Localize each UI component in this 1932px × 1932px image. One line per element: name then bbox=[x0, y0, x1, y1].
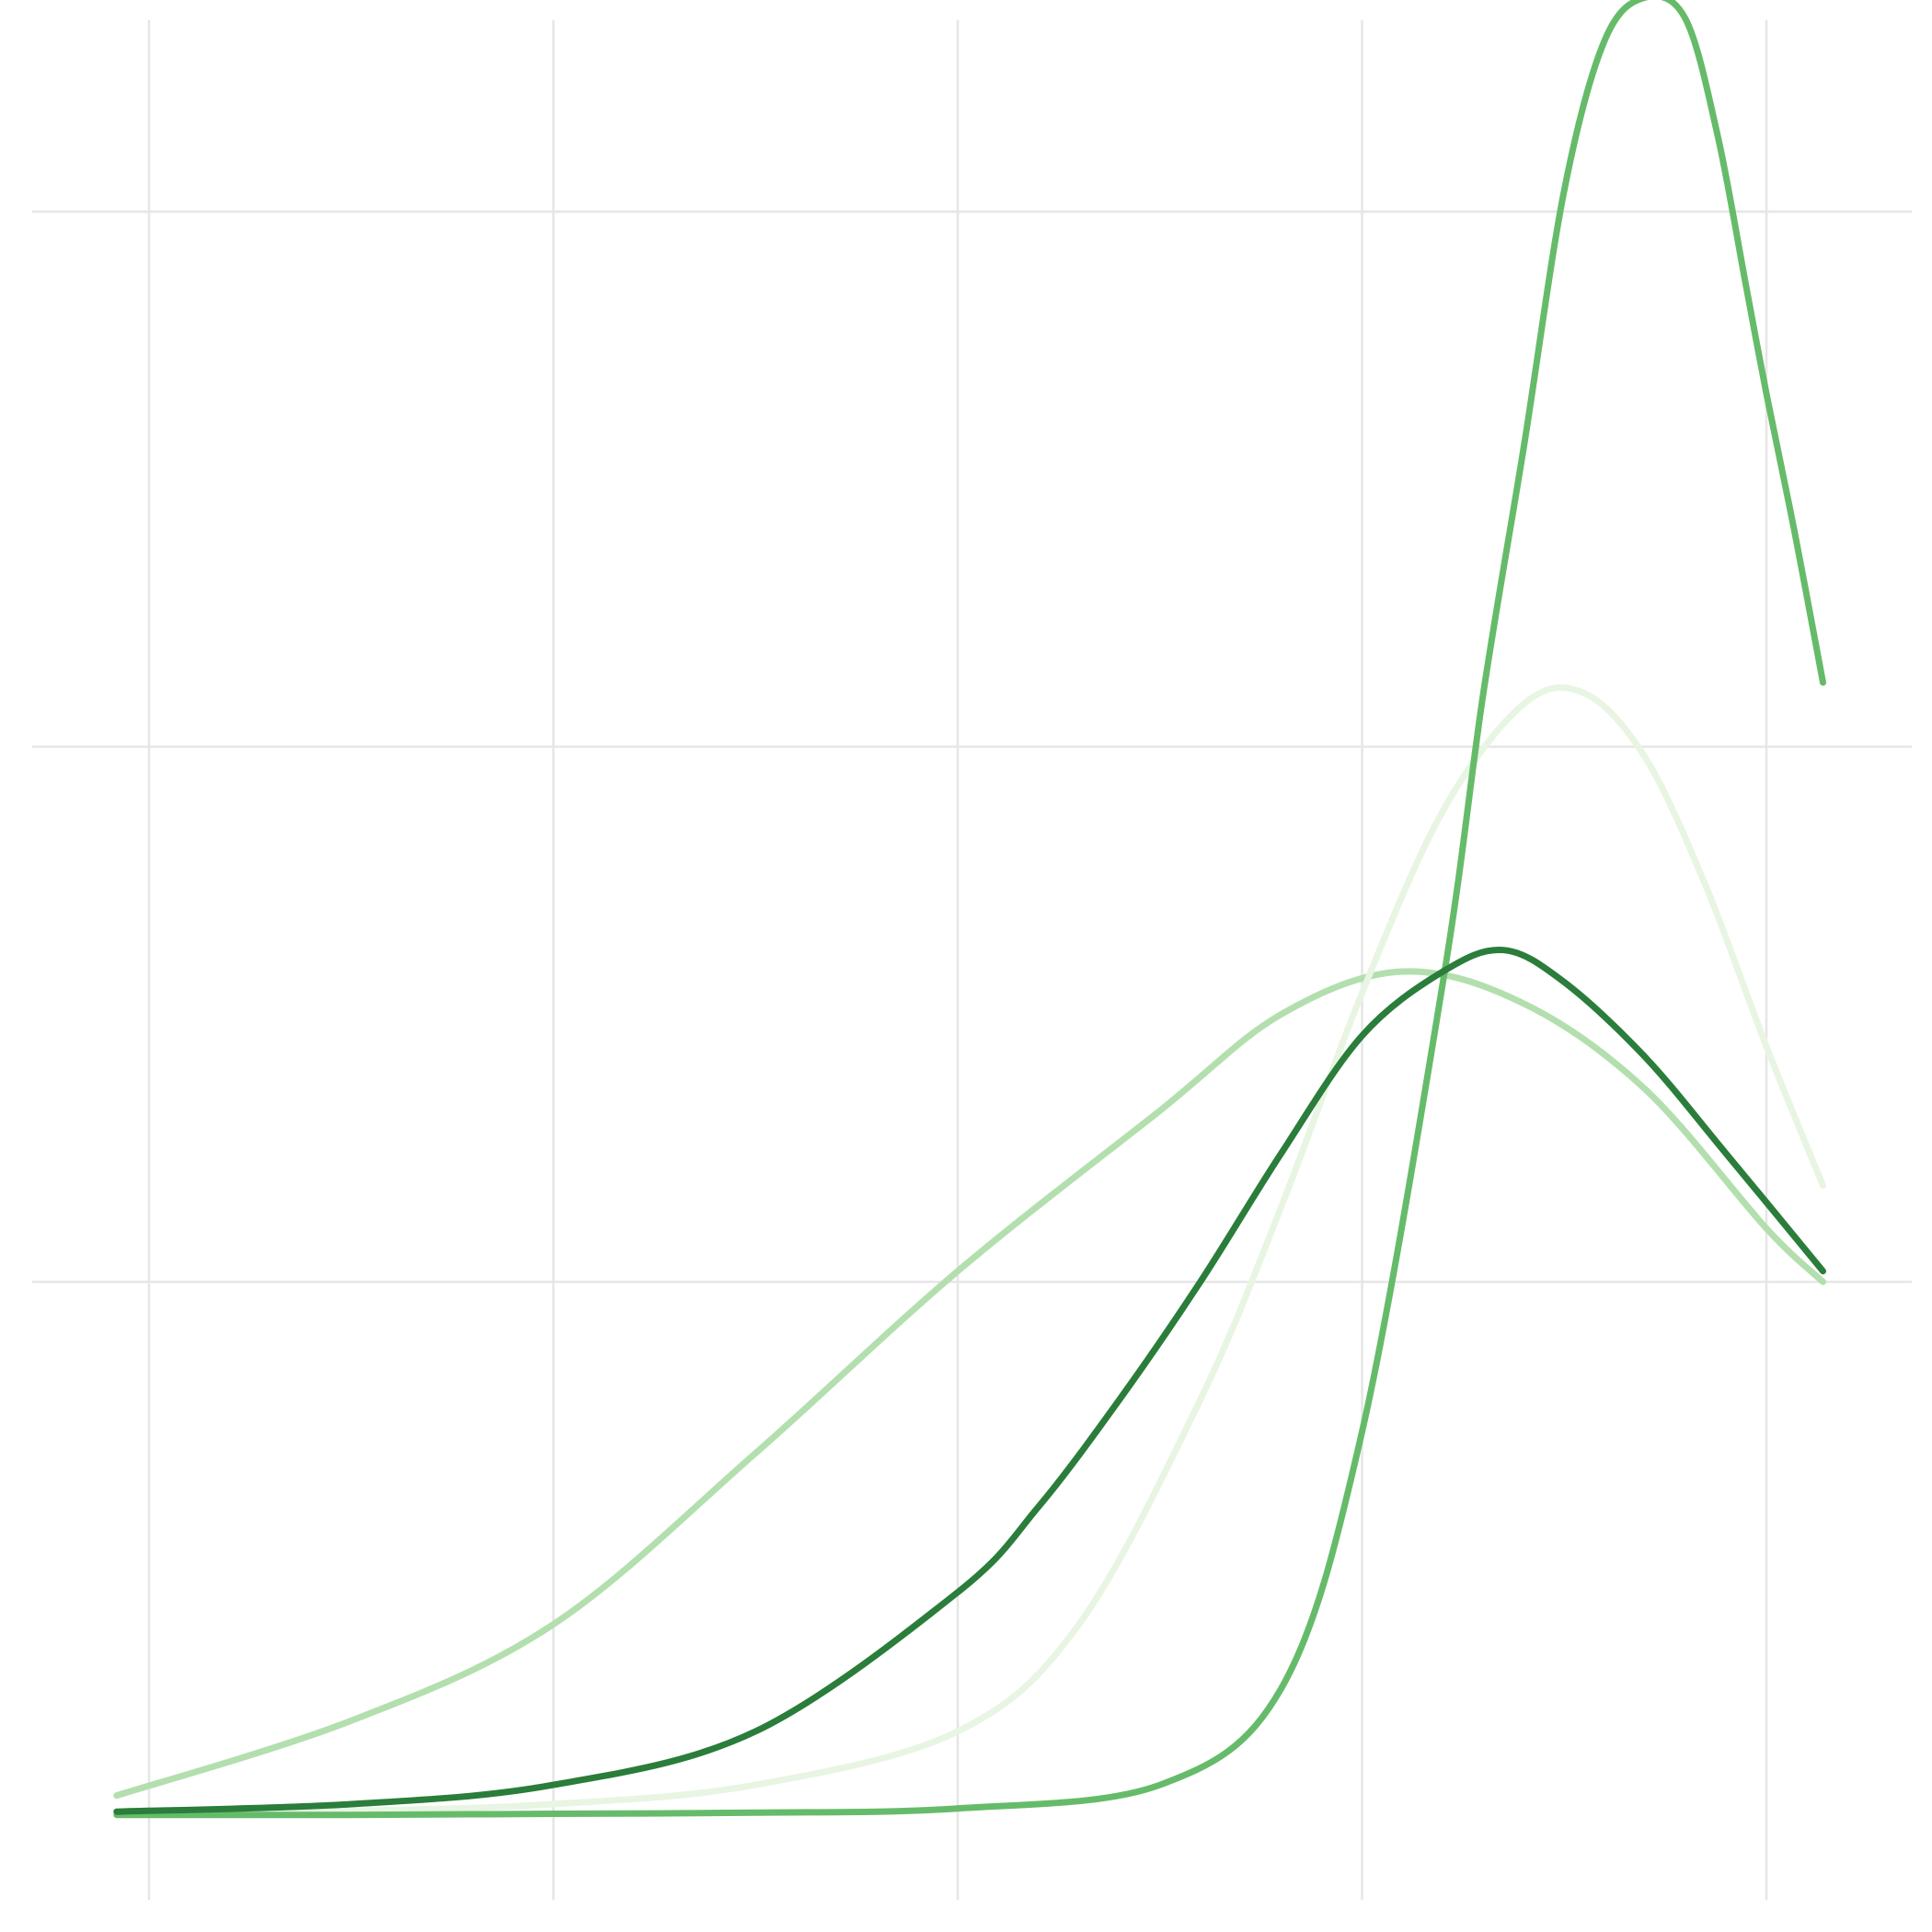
series-line-1 bbox=[113, 968, 1826, 1800]
series-line-2 bbox=[113, 684, 1826, 1815]
plot-area bbox=[113, 0, 1826, 1819]
series-line-3 bbox=[113, 0, 1826, 1819]
series-line-4 bbox=[113, 946, 1826, 1815]
grid bbox=[32, 20, 1912, 1900]
